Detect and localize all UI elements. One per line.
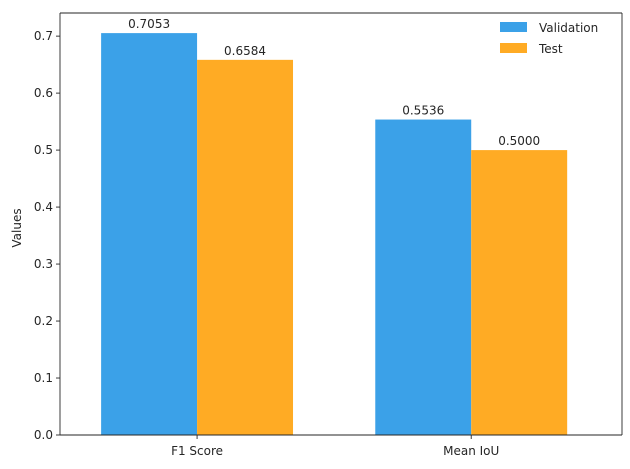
y-axis-title: Values (10, 208, 24, 247)
bar-validation-f1-score (101, 33, 198, 436)
y-tick-label: 0.1 (34, 371, 53, 385)
bar-test-mean-iou (471, 150, 568, 435)
data-label: 0.5000 (498, 134, 540, 148)
axes-layer: 0.0 0.1 0.2 0.3 0.4 0.5 0.6 0.7 F1 Score Mean IoU (34, 12, 623, 458)
legend-label-validation: Validation (539, 21, 598, 35)
y-tick-label: 0.2 (34, 314, 53, 328)
legend-swatch-validation (500, 22, 527, 32)
data-label: 0.6584 (224, 44, 266, 58)
y-tick-label: 0.6 (34, 86, 53, 100)
bar-test-f1-score (197, 59, 294, 436)
bars-layer (101, 33, 568, 436)
y-tick-label: 0.7 (34, 29, 53, 43)
legend: Validation Test (500, 21, 598, 56)
y-tick-label: 0.4 (34, 200, 53, 214)
y-tick-label: 0.5 (34, 143, 53, 157)
x-tick-label: Mean IoU (443, 444, 499, 458)
bar-validation-mean-iou (375, 119, 472, 436)
x-tick-label: F1 Score (171, 444, 223, 458)
legend-swatch-test (500, 43, 527, 53)
data-labels-layer: 0.7053 0.6584 0.5536 0.5000 (128, 17, 540, 148)
legend-label-test: Test (538, 42, 563, 56)
data-label: 0.5536 (402, 104, 444, 118)
y-tick-label: 0.0 (34, 428, 53, 442)
data-label: 0.7053 (128, 17, 170, 31)
y-tick-label: 0.3 (34, 257, 53, 271)
